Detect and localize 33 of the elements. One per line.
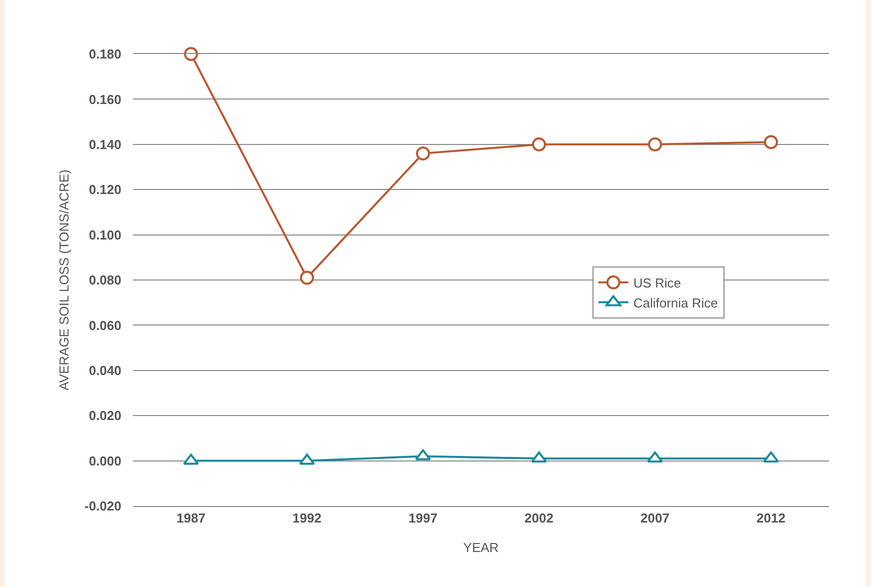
y-tick-label: -0.020 [84, 498, 122, 514]
point [299, 454, 315, 465]
y-tick-label: 0.060 [88, 318, 122, 333]
point [763, 452, 779, 463]
x-tick-label: 1992 [292, 510, 322, 526]
y-tick-label: 0.180 [88, 46, 122, 62]
point [300, 270, 314, 285]
y-axis-title: AVERAGE SOIL LOSS (TONS/ACRE) [56, 170, 72, 390]
x-tick-label: 2007 [640, 510, 670, 526]
legend-label: US Rice [633, 275, 682, 290]
x-tick-label: 2012 [756, 510, 786, 526]
y-tick-label: 0.160 [88, 92, 122, 107]
y-tick-label: 0.040 [88, 362, 122, 378]
point [183, 454, 199, 465]
point [416, 146, 430, 160]
x-tick-label: 1997 [408, 510, 438, 526]
point [531, 452, 547, 463]
x-tick-label: 2002 [524, 510, 554, 526]
y-tick-label: 0.100 [88, 227, 122, 242]
point [648, 137, 662, 152]
y-tick-label: 0.120 [88, 182, 122, 198]
point [184, 47, 198, 61]
x-tick-label: 1987 [176, 510, 206, 526]
legend-label: California Rice [633, 295, 718, 310]
y-tick-label: 0.000 [88, 453, 122, 468]
x-axis-title: YEAR [463, 540, 499, 556]
point [415, 449, 431, 460]
y-tick-label: 0.140 [88, 136, 122, 152]
point [764, 135, 778, 150]
point [647, 452, 663, 463]
point [532, 137, 546, 152]
y-tick-label: 0.080 [88, 272, 122, 288]
y-tick-label: 0.020 [88, 408, 122, 424]
